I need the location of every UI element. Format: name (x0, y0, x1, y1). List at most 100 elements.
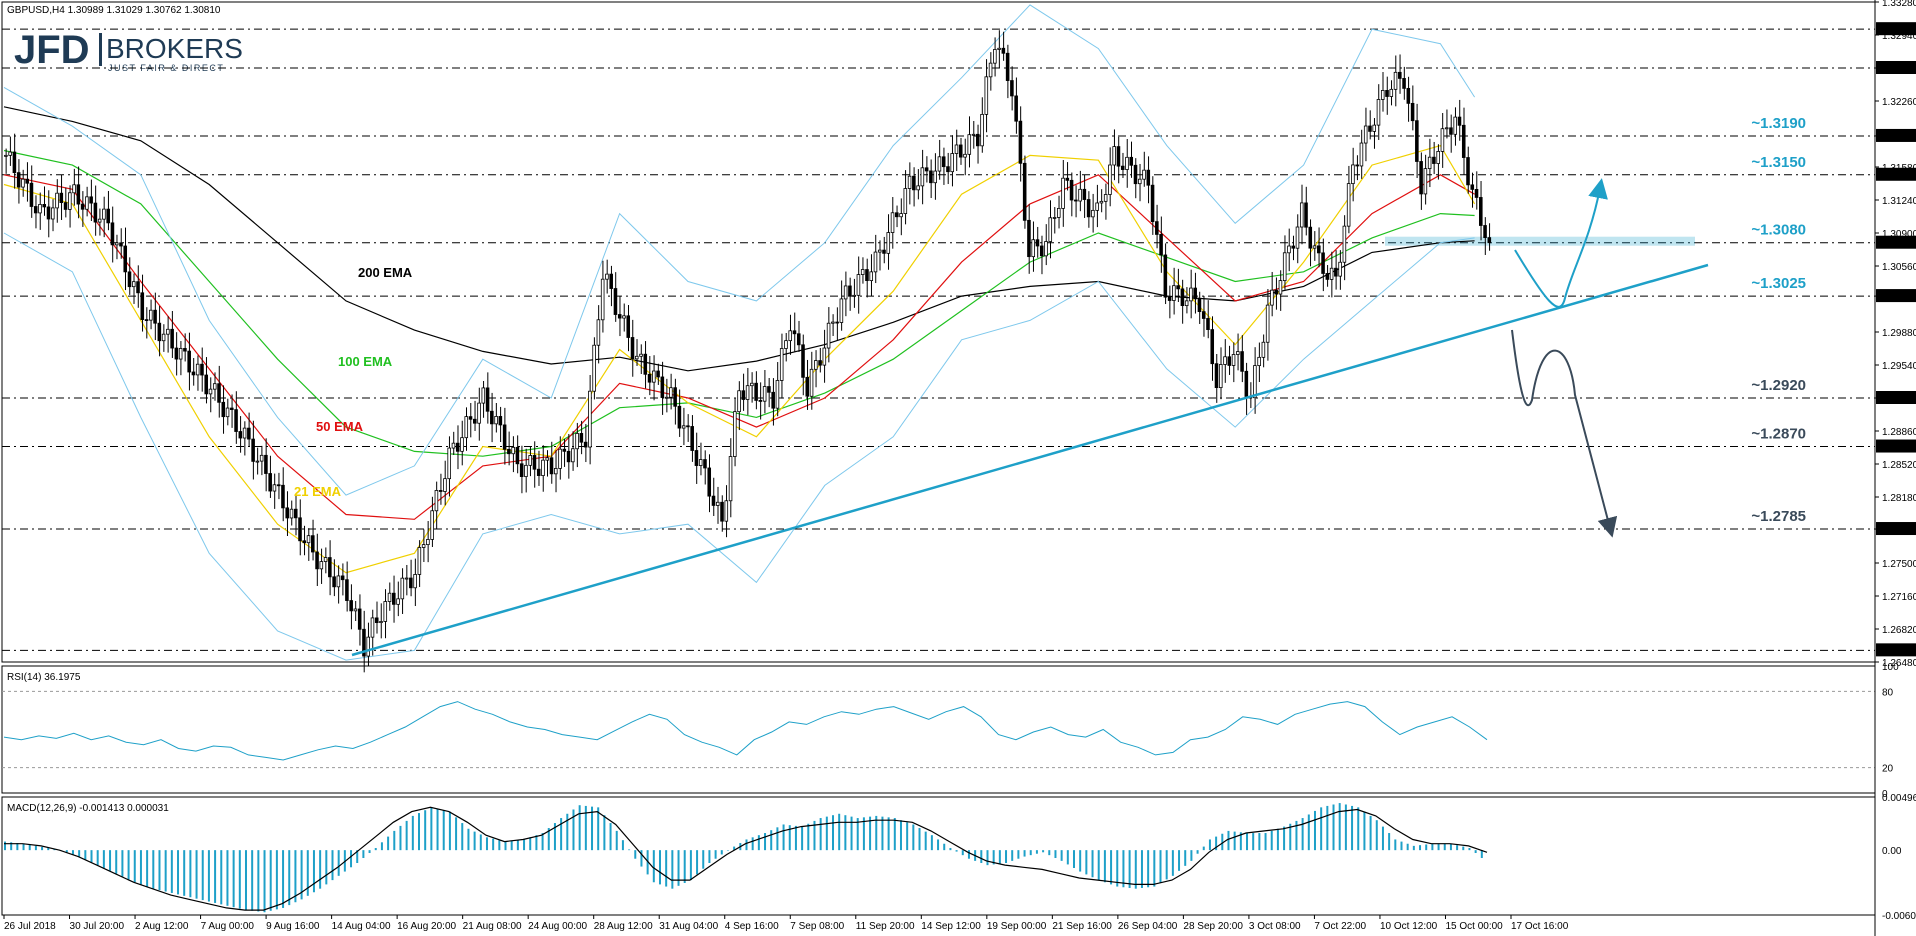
candle (980, 97, 984, 153)
symbol-info: GBPUSD,H4 1.30989 1.31029 1.30762 1.3081… (7, 5, 221, 16)
candle-bear (1193, 287, 1197, 300)
logo-jfd: JFD (14, 28, 90, 72)
candle-bear (1368, 125, 1372, 132)
price-marker-label: 1.31500 (1880, 170, 1916, 181)
candle (588, 374, 592, 465)
candle (805, 359, 810, 410)
macd-histogram-bar (646, 850, 649, 875)
candle (515, 435, 520, 474)
candle (1432, 141, 1436, 175)
candle-bull (1338, 261, 1342, 277)
candle-bear (694, 450, 699, 466)
candle-bull (225, 407, 230, 418)
macd-signal-line (4, 806, 1488, 911)
candle-bull (1440, 128, 1445, 152)
macd-histogram-bar (1462, 846, 1465, 851)
macd-histogram-bar (652, 850, 655, 883)
macd-histogram-bar (1184, 850, 1187, 866)
label-100-ema: 100 EMA (338, 354, 393, 369)
candle-bull (1031, 239, 1035, 258)
candle (1210, 316, 1215, 381)
macd-histogram-bar (1066, 850, 1069, 865)
candle (430, 496, 434, 548)
candle-bear (1167, 296, 1172, 301)
macd-histogram-bar (498, 840, 501, 851)
macd-histogram-bar (96, 850, 99, 866)
candle (1287, 228, 1291, 272)
candle-bull (426, 539, 430, 546)
candle (191, 357, 196, 386)
macd-histogram-bar (251, 850, 254, 911)
candle-bear (438, 490, 443, 492)
price-marker-box (1876, 289, 1916, 303)
macd-histogram-bar (312, 850, 315, 893)
macd-histogram-bar (1400, 841, 1403, 851)
macd-histogram-bar (158, 850, 161, 891)
candle-bull (460, 437, 464, 452)
macd-histogram-bar (621, 840, 624, 851)
candle-bear (1402, 78, 1406, 89)
candle-bull (1444, 127, 1449, 130)
candle-bear (796, 333, 801, 346)
candle-bear (549, 457, 554, 475)
macd-histogram-bar (220, 850, 223, 905)
candle (596, 305, 601, 364)
time-tick-label: 21 Sep 16:00 (1052, 921, 1112, 932)
candle (967, 116, 972, 168)
candle (882, 236, 886, 264)
time-tick-label: 28 Aug 12:00 (594, 921, 653, 932)
candle-bear (123, 245, 128, 273)
candle-bull (4, 154, 8, 157)
macd-histogram-bar (597, 807, 600, 851)
candle-bull (1172, 285, 1176, 301)
price-marker-label: 1.26600 (1880, 646, 1916, 657)
candle-bull (1299, 202, 1304, 228)
candle-bear (1487, 237, 1492, 244)
candle-bear (59, 192, 64, 204)
candle-bull (38, 204, 42, 214)
candle-bull (417, 547, 422, 575)
candle-bear (89, 196, 93, 204)
candle-bear (1120, 165, 1125, 170)
candle-bear (1419, 161, 1423, 195)
price-tick-label: 1.27500 (1882, 559, 1916, 570)
candle (988, 52, 993, 91)
macd-histogram-bar (1246, 833, 1249, 851)
candle (1385, 76, 1389, 115)
candle-bull (72, 184, 76, 194)
candle (822, 329, 827, 383)
candle-bear (848, 285, 852, 297)
price-marker-box (1876, 643, 1916, 657)
macd-histogram-bar (1122, 850, 1125, 888)
candle (247, 412, 251, 447)
macd-histogram-bar (356, 850, 359, 863)
candle-bear (1355, 164, 1359, 167)
candle (204, 357, 209, 404)
candle-bear (1206, 318, 1210, 330)
time-tick-label: 24 Aug 00:00 (528, 921, 587, 932)
candle-bull (575, 433, 579, 450)
candle-bull (1091, 209, 1095, 218)
macd-histogram-bar (461, 823, 464, 851)
candle-bear (579, 433, 584, 443)
candle (843, 271, 848, 317)
macd-histogram-bar (665, 850, 668, 887)
macd-histogram-bar (1332, 804, 1335, 851)
candle (677, 389, 682, 437)
candle (1359, 129, 1364, 179)
candle (1172, 267, 1176, 315)
candle-bear (805, 376, 810, 397)
candle-bull (1052, 217, 1057, 219)
macd-histogram-bar (257, 850, 260, 912)
macd-histogram-bar (937, 839, 940, 851)
candle (379, 603, 383, 639)
logo-brokers: BROKERS (106, 33, 243, 64)
candle-bear (515, 446, 520, 465)
macd-histogram-bar (226, 850, 229, 906)
candle-bull (149, 309, 153, 321)
candle (592, 337, 596, 400)
candle (1461, 107, 1466, 175)
macd-histogram-bar (869, 816, 872, 851)
candle-bull (1223, 356, 1227, 365)
